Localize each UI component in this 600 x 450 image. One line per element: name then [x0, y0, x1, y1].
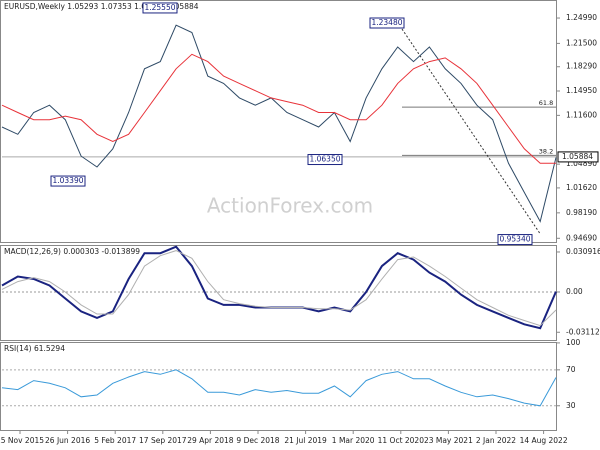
x-tick-label: 9 Dec 2018: [236, 436, 279, 445]
price-annotation: 1.03390: [52, 176, 83, 185]
x-tick-label: 26 Jun 2016: [45, 436, 90, 445]
price-annotation-box: [307, 154, 343, 166]
series-line: [1, 24, 557, 223]
price-annotation: 0.95340: [499, 235, 530, 244]
y-tick-label: 30: [566, 401, 576, 410]
x-tick-label: 29 Apr 2018: [187, 436, 234, 445]
y-tick-label: 70: [566, 365, 576, 374]
x-tick-label: 21 Jul 2019: [284, 436, 327, 445]
series-line: [1, 53, 556, 164]
x-tick-label: 14 Aug 2022: [520, 436, 568, 445]
price-annotation: 1.25550: [144, 3, 175, 12]
price-frame: [0, 0, 557, 243]
y-tick-label: 1.04890: [566, 159, 597, 168]
rsi-title: RSI(14) 61.5294: [4, 344, 65, 353]
y-tick-label: 0.030916: [566, 247, 600, 256]
macd-frame: [0, 245, 557, 341]
x-tick-label: 17 Sep 2017: [139, 436, 187, 445]
y-tick-label: 0.94690: [566, 233, 597, 242]
y-tick-label: -0.031124: [566, 327, 600, 336]
rsi-frame: [0, 342, 557, 431]
price-annotation: 1.23480: [371, 18, 402, 27]
y-tick-label: 0.98190: [566, 208, 597, 217]
price-annotation-box: [142, 2, 178, 14]
y-tick-label: 1.01620: [566, 183, 597, 192]
fib-label: 38.2: [539, 147, 553, 155]
price-annotation-box: [50, 175, 86, 187]
price-annotation: 1.06350: [309, 155, 340, 164]
fib-label: 61.8: [539, 99, 553, 107]
watermark: ActionForex.com: [207, 194, 373, 218]
price-annotation-box: [497, 234, 533, 246]
price-title: EURUSD,Weekly 1.05293 1.07353 1.05051 1.…: [4, 2, 199, 11]
price-annotation-box: [369, 17, 405, 29]
y-tick-label: 1.14950: [566, 86, 597, 95]
series-line: [1, 369, 557, 407]
x-tick-label: 1 Mar 2020: [332, 436, 375, 445]
last-price-label: 1.05884: [562, 152, 593, 161]
y-tick-label: 1.21500: [566, 38, 597, 47]
y-tick-label: 1.18290: [566, 62, 597, 71]
y-tick-label: 1.11600: [566, 110, 597, 119]
series-line: [1, 250, 557, 327]
x-tick-label: 11 Oct 2020: [378, 436, 425, 445]
y-tick-label: 100: [566, 338, 581, 347]
x-tick-label: 2 Jan 2022: [476, 436, 516, 445]
last-price-box: [557, 151, 599, 163]
y-tick-label: 1.24990: [566, 13, 597, 22]
x-tick-label: 15 Nov 2015: [0, 436, 44, 445]
x-tick-label: 5 Feb 2017: [94, 436, 136, 445]
y-tick-label: 0.00: [566, 287, 583, 296]
x-tick-label: 23 May 2021: [424, 436, 473, 445]
macd-title: MACD(12,26,9) 0.000303 -0.013899: [4, 247, 140, 256]
